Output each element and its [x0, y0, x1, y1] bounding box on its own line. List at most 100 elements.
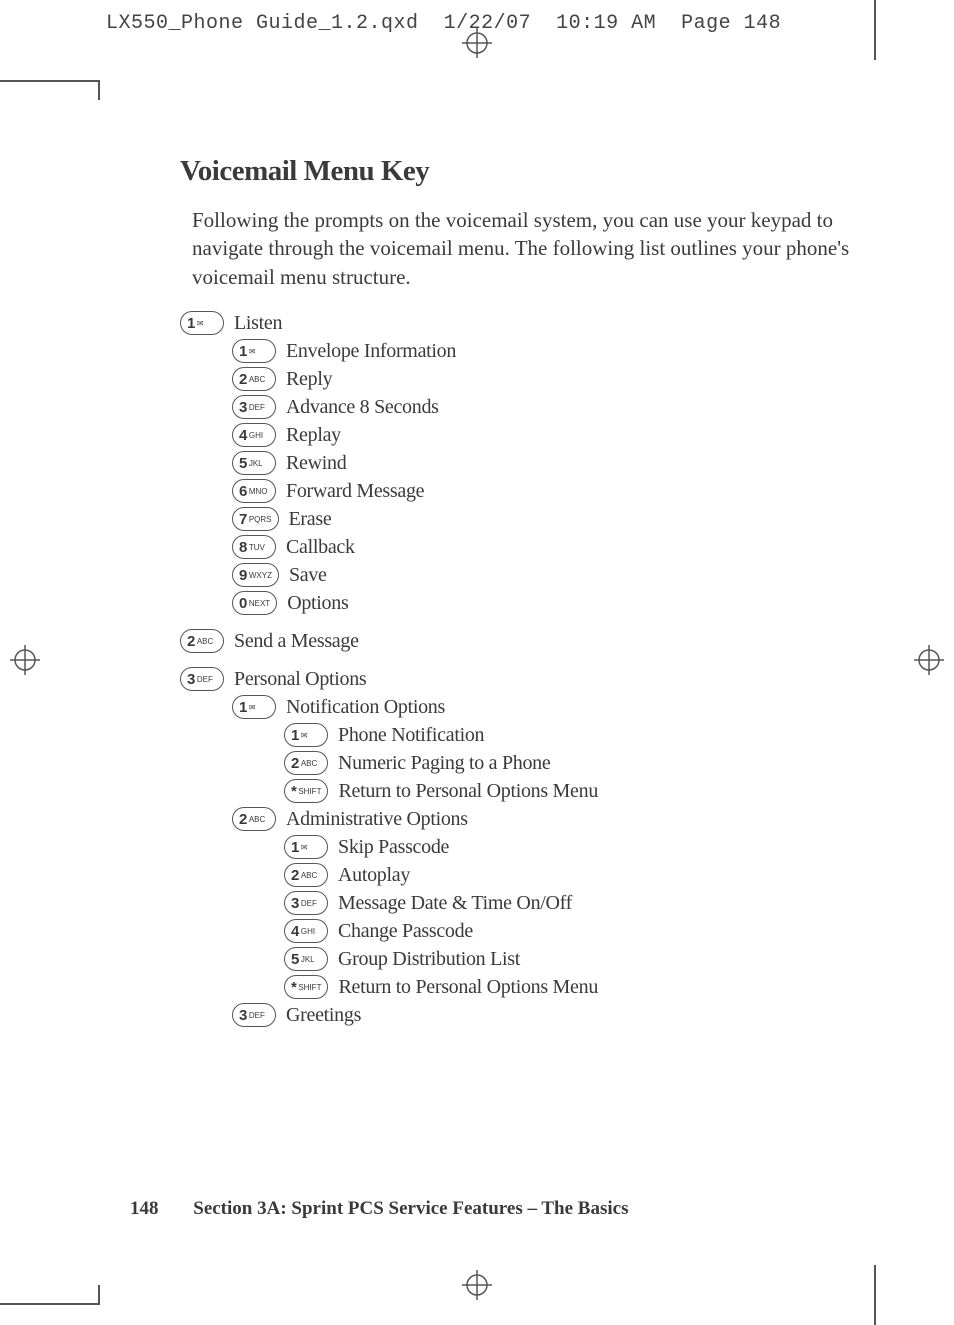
menu-spacer [180, 619, 860, 629]
crop-mark-top-right [874, 0, 876, 60]
keypad-key-icon: 7PQRS [232, 507, 279, 531]
header-date: 1/22/07 [444, 12, 532, 35]
menu-item: 1✉Phone Notification [284, 723, 860, 747]
keypad-key-icon: 2ABC [232, 367, 276, 391]
keypad-key-icon: 2ABC [232, 807, 276, 831]
keypad-key-icon: 4GHI [232, 423, 276, 447]
keypad-key-icon: 5JKL [284, 947, 328, 971]
key-digit: 2 [239, 811, 247, 828]
menu-item-label: Return to Personal Options Menu [338, 780, 598, 803]
menu-item-label: Forward Message [286, 480, 424, 503]
key-digit: 2 [291, 755, 299, 772]
menu-item-label: Rewind [286, 452, 346, 475]
keypad-key-icon: 4GHI [284, 919, 328, 943]
key-digit: 1 [239, 699, 247, 716]
key-sublabel: ✉ [249, 347, 256, 356]
menu-item-label: Numeric Paging to a Phone [338, 752, 550, 775]
keypad-key-icon: 3DEF [180, 667, 224, 691]
keypad-key-icon: 5JKL [232, 451, 276, 475]
key-sublabel: DEF [197, 675, 213, 684]
key-sublabel: SHIFT [298, 787, 321, 796]
menu-item-label: Administrative Options [286, 808, 468, 831]
menu-item-label: Return to Personal Options Menu [338, 976, 598, 999]
keypad-key-icon: 3DEF [284, 891, 328, 915]
menu-item-label: Send a Message [234, 630, 359, 653]
menu-item-label: Listen [234, 312, 282, 335]
keypad-key-icon: 3DEF [232, 1003, 276, 1027]
menu-item: 1✉Skip Passcode [284, 835, 860, 859]
menu-item: 8TUV Callback [232, 535, 860, 559]
menu-item: 0NEXTOptions [232, 591, 860, 615]
section-label: Section 3A: Sprint PCS Service Features … [193, 1198, 628, 1219]
intro-paragraph: Following the prompts on the voicemail s… [192, 206, 860, 291]
key-digit: 3 [239, 1007, 247, 1024]
key-sublabel: ✉ [197, 319, 204, 328]
key-digit: 7 [239, 511, 247, 528]
key-sublabel: JKL [301, 955, 315, 964]
keypad-key-icon: 1✉ [232, 339, 276, 363]
menu-item: 2ABC Administrative Options [232, 807, 860, 831]
key-digit: 5 [239, 455, 247, 472]
key-sublabel: PQRS [249, 515, 272, 524]
header-page: Page 148 [681, 12, 781, 35]
menu-item: 9WXYZSave [232, 563, 860, 587]
menu-item-label: Replay [286, 424, 341, 447]
menu-item: 4GHI Replay [232, 423, 860, 447]
key-digit: 2 [291, 867, 299, 884]
header-time: 10:19 AM [556, 12, 656, 35]
menu-item: 3DEF Personal Options [180, 667, 860, 691]
menu-item-label: Callback [286, 536, 355, 559]
menu-item-label: Erase [289, 508, 332, 531]
key-sublabel: ✉ [301, 731, 308, 740]
menu-item-label: Group Distribution List [338, 948, 520, 971]
key-digit: 4 [239, 427, 247, 444]
menu-item: 3DEF Advance 8 Seconds [232, 395, 860, 419]
key-digit: 9 [239, 567, 247, 584]
menu-item-label: Greetings [286, 1004, 361, 1027]
key-sublabel: DEF [249, 1011, 265, 1020]
menu-item: 1✉ Listen [180, 311, 860, 335]
key-digit: 3 [291, 895, 299, 912]
key-digit: * [291, 979, 296, 996]
key-sublabel: TUV [249, 543, 265, 552]
key-sublabel: ABC [301, 871, 317, 880]
keypad-key-icon: 1✉ [180, 311, 224, 335]
key-digit: 1 [187, 315, 195, 332]
keypad-key-icon: *SHIFT [284, 779, 328, 803]
key-digit: 3 [187, 671, 195, 688]
key-digit: 1 [239, 343, 247, 360]
key-sublabel: SHIFT [298, 983, 321, 992]
keypad-key-icon: 8TUV [232, 535, 276, 559]
key-sublabel: NEXT [249, 599, 270, 608]
key-sublabel: DEF [249, 403, 265, 412]
menu-item-label: Phone Notification [338, 724, 484, 747]
menu-item: *SHIFT Return to Personal Options Menu [284, 779, 860, 803]
key-sublabel: ABC [249, 375, 265, 384]
key-digit: 2 [239, 371, 247, 388]
page-footer: 148 Section 3A: Sprint PCS Service Featu… [130, 1198, 628, 1220]
menu-item-label: Options [287, 592, 348, 615]
key-sublabel: DEF [301, 899, 317, 908]
key-digit: * [291, 783, 296, 800]
menu-item: 6MNOForward Message [232, 479, 860, 503]
crop-mark-top-left [0, 80, 100, 82]
crop-mark-bottom-right [874, 1265, 876, 1325]
key-digit: 2 [187, 633, 195, 650]
page-title: Voicemail Menu Key [180, 155, 860, 188]
keypad-key-icon: 2ABC [284, 751, 328, 775]
key-digit: 3 [239, 399, 247, 416]
keypad-key-icon: *SHIFT [284, 975, 328, 999]
key-sublabel: ABC [301, 759, 317, 768]
key-digit: 8 [239, 539, 247, 556]
key-digit: 1 [291, 839, 299, 856]
page-number: 148 [130, 1198, 159, 1219]
menu-item: 2ABCAutoplay [284, 863, 860, 887]
menu-item: 3DEFMessage Date & Time On/Off [284, 891, 860, 915]
menu-item: 5JKL Rewind [232, 451, 860, 475]
menu-item-label: Change Passcode [338, 920, 473, 943]
menu-item-label: Envelope Information [286, 340, 456, 363]
menu-item-label: Advance 8 Seconds [286, 396, 439, 419]
menu-item-label: Personal Options [234, 668, 366, 691]
menu-spacer [180, 657, 860, 667]
key-digit: 5 [291, 951, 299, 968]
